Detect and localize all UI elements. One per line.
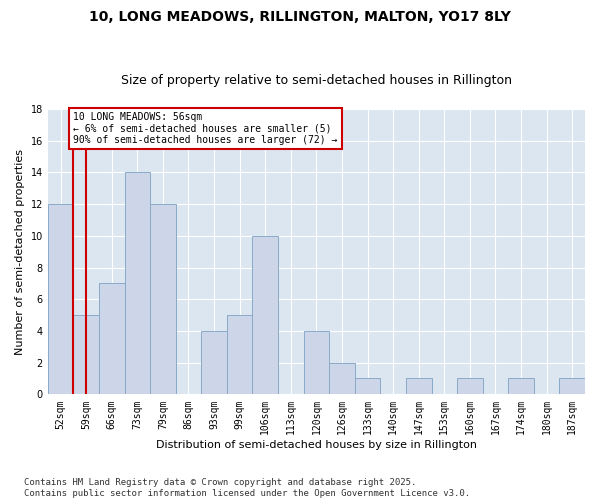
Bar: [508, 378, 534, 394]
Bar: [227, 315, 253, 394]
Bar: [150, 204, 176, 394]
Bar: [99, 284, 125, 395]
Bar: [355, 378, 380, 394]
Bar: [48, 204, 73, 394]
Bar: [73, 315, 99, 394]
Text: Contains HM Land Registry data © Crown copyright and database right 2025.
Contai: Contains HM Land Registry data © Crown c…: [24, 478, 470, 498]
X-axis label: Distribution of semi-detached houses by size in Rillington: Distribution of semi-detached houses by …: [156, 440, 477, 450]
Bar: [125, 172, 150, 394]
Bar: [559, 378, 585, 394]
Bar: [406, 378, 431, 394]
Bar: [201, 331, 227, 394]
Text: 10, LONG MEADOWS, RILLINGTON, MALTON, YO17 8LY: 10, LONG MEADOWS, RILLINGTON, MALTON, YO…: [89, 10, 511, 24]
Bar: [457, 378, 482, 394]
Text: 10 LONG MEADOWS: 56sqm
← 6% of semi-detached houses are smaller (5)
90% of semi-: 10 LONG MEADOWS: 56sqm ← 6% of semi-deta…: [73, 112, 338, 146]
Y-axis label: Number of semi-detached properties: Number of semi-detached properties: [15, 148, 25, 354]
Bar: [329, 362, 355, 394]
Title: Size of property relative to semi-detached houses in Rillington: Size of property relative to semi-detach…: [121, 74, 512, 87]
Bar: [304, 331, 329, 394]
Bar: [253, 236, 278, 394]
